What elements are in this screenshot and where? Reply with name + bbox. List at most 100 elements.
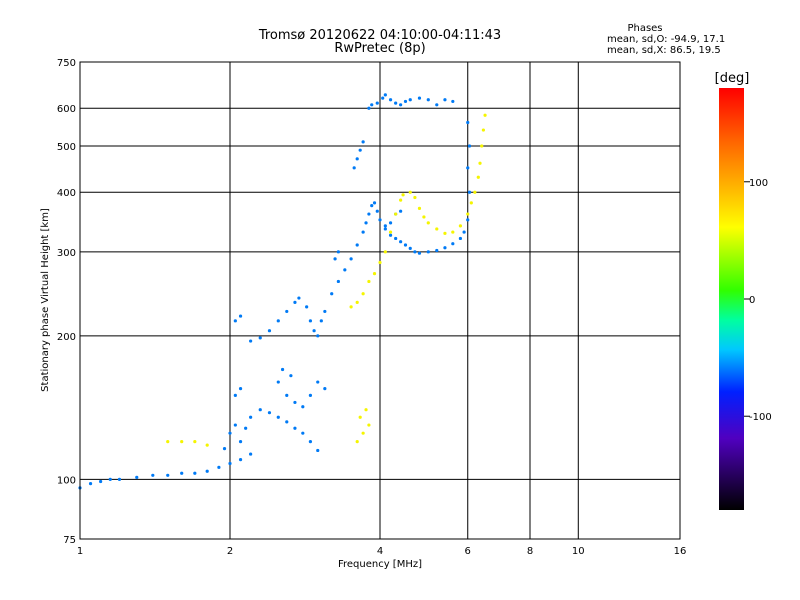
data-point: [403, 99, 408, 104]
data-point: [478, 161, 482, 165]
stats-o-mode: mean, sd,O: -94.9, 17.1: [607, 34, 725, 45]
data-point: [408, 190, 412, 194]
x-tick-label: 2: [227, 546, 233, 557]
data-point: [476, 175, 480, 179]
data-point: [316, 380, 320, 384]
data-point: [383, 227, 387, 231]
data-point: [249, 415, 253, 419]
data-point: [180, 440, 184, 444]
data-point: [355, 440, 359, 444]
data-point: [267, 411, 272, 415]
data-point: [367, 212, 371, 216]
data-point: [458, 236, 463, 241]
data-point: [308, 440, 313, 444]
data-point: [233, 393, 237, 398]
data-point: [193, 440, 197, 444]
data-point: [238, 458, 243, 462]
y-tick-label: 100: [57, 475, 76, 486]
data-point: [443, 98, 447, 102]
data-point: [258, 336, 262, 340]
data-point: [249, 339, 253, 343]
data-point: [469, 201, 473, 205]
data-point: [426, 250, 430, 254]
colorbar-gradient: [719, 88, 744, 510]
data-point: [399, 103, 403, 107]
data-point: [285, 393, 289, 398]
x-axis-ticks: 1 2 4 6 8 10 16: [77, 546, 687, 557]
data-point: [355, 300, 359, 305]
x-tick-label: 6: [465, 546, 471, 557]
data-point: [285, 420, 289, 424]
stats-x-mode: mean, sd,X: 86.5, 19.5: [607, 45, 721, 56]
data-point: [222, 447, 227, 451]
colorbar: [deg] 100 0 -100: [715, 71, 772, 510]
data-point: [293, 400, 297, 405]
data-point: [336, 279, 340, 284]
data-point: [267, 329, 272, 333]
data-point: [358, 415, 362, 419]
x-tick-label: 4: [377, 546, 383, 557]
data-point: [480, 144, 484, 148]
data-point: [372, 201, 377, 205]
data-point: [193, 471, 197, 475]
y-tick-label: 300: [57, 248, 76, 259]
data-point: [355, 243, 359, 247]
data-point: [383, 224, 387, 228]
data-point: [378, 218, 382, 222]
data-point: [238, 387, 243, 391]
data-point: [466, 218, 470, 222]
data-point: [233, 423, 237, 427]
data-point: [258, 408, 262, 412]
x-tick-label: 8: [527, 546, 533, 557]
data-point: [383, 250, 387, 254]
data-point: [394, 236, 398, 241]
data-point: [99, 479, 103, 484]
data-point: [383, 93, 387, 97]
data-point: [355, 157, 359, 161]
data-point: [293, 300, 297, 305]
data-point: [388, 230, 393, 234]
data-point: [297, 296, 301, 300]
data-point: [166, 440, 170, 444]
data-point: [180, 471, 184, 475]
y-tick-label: 75: [63, 535, 76, 546]
y-tick-label: 400: [57, 188, 76, 199]
data-point: [408, 98, 412, 102]
x-tick-label: 10: [572, 546, 585, 557]
data-point: [217, 465, 221, 469]
x-tick-label: 1: [77, 546, 83, 557]
data-point: [238, 314, 243, 318]
data-point: [108, 477, 112, 482]
data-point: [276, 415, 280, 419]
colorbar-tick-label: -100: [749, 412, 772, 423]
data-point: [375, 209, 379, 213]
data-point: [467, 144, 472, 148]
grid: [80, 62, 680, 539]
data-point: [451, 242, 455, 246]
data-point: [451, 99, 455, 104]
data-point: [388, 221, 393, 225]
data-point: [293, 426, 297, 430]
data-point: [312, 329, 316, 333]
data-point: [443, 246, 447, 250]
data-point: [401, 193, 405, 197]
plot-frame: [79, 61, 681, 540]
data-point: [228, 431, 232, 435]
data-point: [280, 367, 285, 372]
data-point: [228, 461, 232, 466]
data-point: [349, 305, 353, 309]
data-point: [244, 426, 248, 430]
data-point: [308, 319, 313, 323]
data-point: [413, 250, 417, 254]
data-point: [399, 198, 403, 202]
data-point: [399, 209, 403, 213]
data-point: [276, 319, 280, 323]
data-point: [238, 440, 243, 444]
colorbar-ticks: 100 0 -100: [744, 178, 772, 423]
data-point: [343, 268, 347, 272]
x-tick-label: 16: [674, 546, 687, 557]
y-tick-label: 200: [57, 332, 76, 343]
data-point: [370, 103, 374, 107]
x-axis-label: Frequency [MHz]: [338, 559, 422, 570]
data-point: [349, 257, 353, 261]
